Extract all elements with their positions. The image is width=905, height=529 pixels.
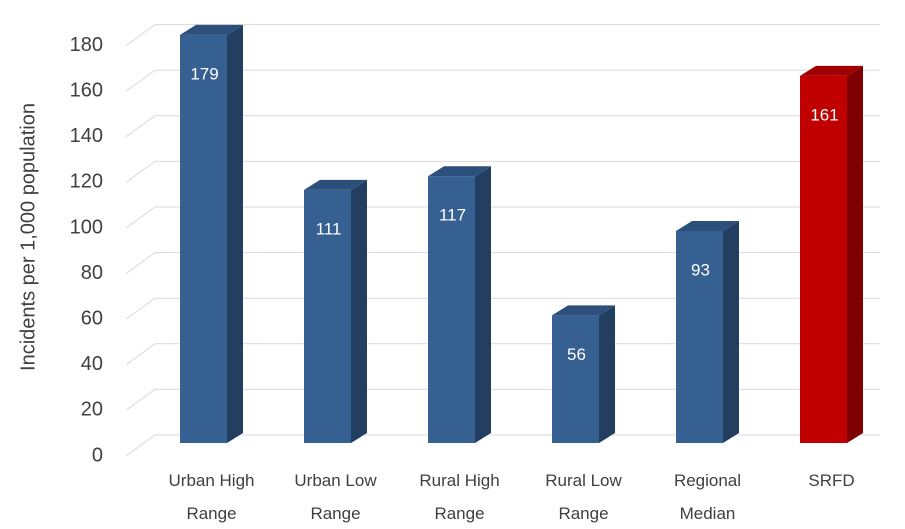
bar-top-face — [180, 24, 243, 35]
bar-side-face — [475, 166, 491, 444]
bar-data-label: 117 — [439, 206, 466, 225]
bar — [304, 179, 367, 444]
gridline — [125, 297, 880, 320]
y-tick-label: 180 — [70, 34, 103, 56]
y-tick-label: 60 — [81, 307, 103, 329]
x-category-label: Urban High Range — [169, 471, 255, 523]
bar-data-label: 111 — [316, 219, 342, 238]
bar — [428, 166, 491, 444]
y-tick-label: 140 — [70, 125, 103, 147]
gridline — [125, 69, 880, 92]
gridline — [125, 343, 880, 366]
y-axis-title: Incidents per 1,000 population — [17, 103, 39, 371]
x-category-label: Rural High Range — [419, 471, 499, 523]
bar-data-label: 161 — [810, 105, 838, 124]
bar-data-label: 56 — [567, 345, 586, 364]
y-axis-ticks: 0 20 40 60 80 100 120 140 160 180 — [70, 34, 103, 466]
bar-front-face — [800, 75, 847, 444]
bar-top-face — [676, 220, 739, 231]
y-tick-label: 20 — [81, 399, 103, 421]
gridline — [125, 24, 880, 47]
bar-top-face — [304, 179, 367, 190]
gridline — [125, 160, 880, 183]
gridlines — [125, 24, 880, 457]
bar-side-face — [723, 220, 739, 443]
bar-data-label: 93 — [691, 260, 710, 279]
bar-top-face — [552, 305, 615, 316]
gridline — [125, 388, 880, 411]
y-tick-label: 120 — [70, 171, 103, 193]
data-labels: 179 111 117 56 93 161 — [190, 64, 838, 363]
bar-top-face — [800, 65, 863, 76]
bar-data-label: 179 — [190, 64, 218, 83]
gridline — [125, 115, 880, 138]
x-category-label: SRFD — [808, 471, 854, 490]
bar-top-face — [428, 166, 491, 177]
bar — [800, 65, 863, 444]
x-category-label: Regional Median — [674, 471, 741, 523]
bar-front-face — [180, 34, 227, 443]
gridline — [125, 206, 880, 229]
gridline — [125, 252, 880, 275]
y-tick-label: 160 — [70, 79, 103, 101]
gridline — [125, 434, 880, 457]
bar — [180, 24, 243, 443]
x-category-label: Urban Low Range — [294, 471, 377, 523]
y-tick-label: 0 — [92, 444, 103, 466]
bar-side-face — [599, 305, 615, 443]
bar-side-face — [847, 65, 863, 444]
y-tick-label: 80 — [81, 262, 103, 284]
x-axis-categories: Urban High Range Urban Low Range Rural High R… — [169, 471, 855, 523]
bar — [676, 220, 739, 443]
bar-front-face — [552, 315, 599, 443]
bar-front-face — [676, 230, 723, 443]
bar-front-face — [428, 176, 475, 444]
y-tick-label: 100 — [70, 216, 103, 238]
x-category-label: Rural Low Range — [545, 471, 622, 523]
bar-side-face — [227, 24, 243, 443]
bars — [180, 24, 863, 444]
bar-front-face — [304, 189, 351, 443]
bar — [552, 305, 615, 443]
bar-side-face — [351, 179, 367, 444]
y-tick-label: 40 — [81, 353, 103, 375]
